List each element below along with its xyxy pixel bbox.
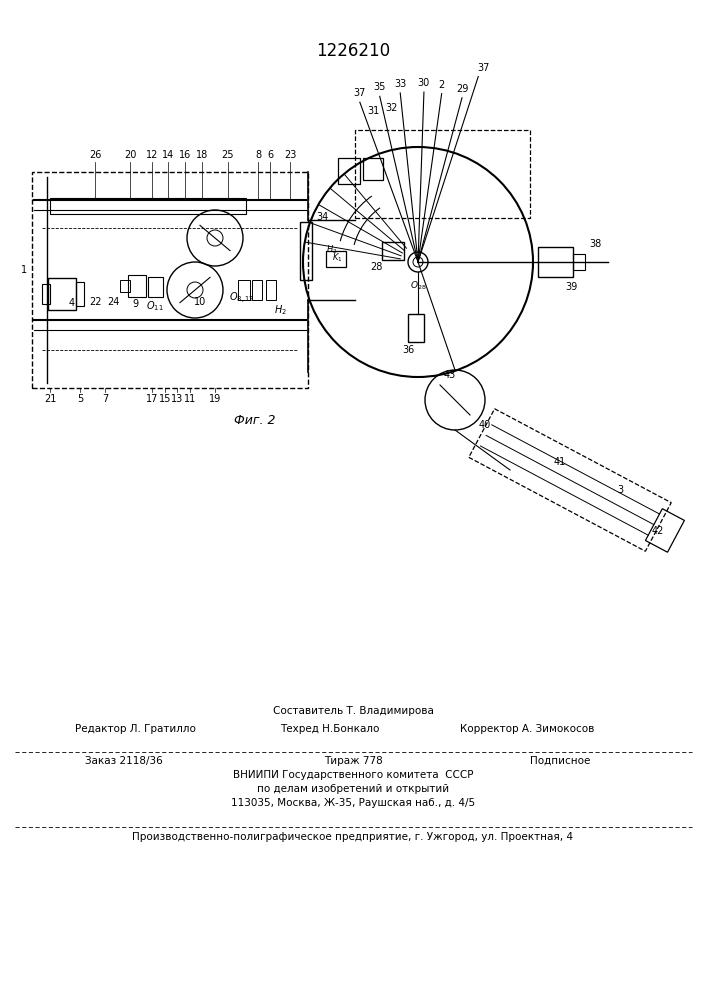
Text: Заказ 2118/36: Заказ 2118/36 [85,756,163,766]
Text: 25: 25 [222,150,234,160]
Text: 28: 28 [370,262,383,272]
Bar [266,280,276,300]
Text: 16: 16 [179,150,191,160]
Bar [300,222,312,280]
Text: 43: 43 [444,370,456,380]
Text: 2: 2 [438,80,445,90]
Text: 14: 14 [162,150,174,160]
Bar [128,275,146,297]
Text: 20: 20 [124,150,136,160]
Bar [48,278,76,310]
Bar [76,282,84,306]
Text: 40: 40 [479,420,491,430]
Bar [573,254,585,270]
Bar [148,277,163,297]
Bar [50,198,246,214]
Text: $H_2$: $H_2$ [326,244,338,256]
Text: 13: 13 [171,394,183,404]
Bar [326,251,346,267]
Bar [538,247,573,277]
Text: 5: 5 [77,394,83,404]
Bar [338,158,360,184]
Text: Составитель Т. Владимирова: Составитель Т. Владимирова [273,706,433,716]
Bar [238,280,250,300]
Text: 42: 42 [652,526,664,536]
Text: 7: 7 [102,394,108,404]
Text: 37: 37 [477,63,489,73]
Text: Производственно-полиграфическое предприятие, г. Ужгород, ул. Проектная, 4: Производственно-полиграфическое предприя… [132,832,573,842]
Bar [120,280,130,292]
Text: $K_1$: $K_1$ [332,252,342,264]
Text: 1: 1 [21,265,27,275]
Text: ВНИИПИ Государственного комитета  СССР: ВНИИПИ Государственного комитета СССР [233,770,473,780]
Text: 26: 26 [89,150,101,160]
Text: 33: 33 [394,79,407,89]
Bar [408,314,424,342]
Bar [363,158,383,180]
Text: 21: 21 [44,394,56,404]
Text: 39: 39 [565,282,577,292]
Text: 4: 4 [69,298,75,308]
Text: Редактор Л. Гратилло: Редактор Л. Гратилло [75,724,196,734]
Text: 41: 41 [554,457,566,467]
Text: 1226210: 1226210 [316,42,390,60]
Text: 35: 35 [373,82,386,92]
Text: 34: 34 [316,212,328,222]
Text: Фиг. 2: Фиг. 2 [234,414,276,426]
Text: 30: 30 [418,78,430,88]
Text: 6: 6 [267,150,273,160]
Text: 3: 3 [617,485,623,495]
Bar [355,130,530,218]
Text: Корректор А. Зимокосов: Корректор А. Зимокосов [460,724,595,734]
Text: 113035, Москва, Ж-35, Раушская наб., д. 4/5: 113035, Москва, Ж-35, Раушская наб., д. … [231,798,475,808]
Text: 31: 31 [367,106,379,116]
Text: 8: 8 [255,150,261,160]
Text: 9: 9 [132,299,138,309]
Text: 22: 22 [89,297,101,307]
Text: 37: 37 [354,88,366,98]
Text: 18: 18 [196,150,208,160]
Text: 38: 38 [589,239,601,249]
Text: 15: 15 [159,394,171,404]
Text: 19: 19 [209,394,221,404]
Text: $H_2$: $H_2$ [274,303,286,317]
Text: Тираж 778: Тираж 778 [324,756,382,766]
Text: 29: 29 [456,84,468,94]
Bar [42,284,50,304]
Text: Техред Н.Бонкало: Техред Н.Бонкало [280,724,380,734]
Text: 11: 11 [184,394,196,404]
Text: 32: 32 [386,103,398,113]
Text: Подписное: Подписное [530,756,590,766]
Text: $O_{28}$: $O_{28}$ [410,280,426,292]
Text: 10: 10 [194,297,206,307]
Text: по делам изобретений и открытий: по делам изобретений и открытий [257,784,449,794]
Text: 12: 12 [146,150,158,160]
Bar [382,242,404,260]
Text: 36: 36 [402,345,414,355]
Text: $O_{8,12}$: $O_{8,12}$ [229,290,255,306]
Bar [252,280,262,300]
Text: 17: 17 [146,394,158,404]
Bar [32,172,308,388]
Text: 24: 24 [107,297,119,307]
Text: 23: 23 [284,150,296,160]
Text: $O_{11}$: $O_{11}$ [146,299,164,313]
